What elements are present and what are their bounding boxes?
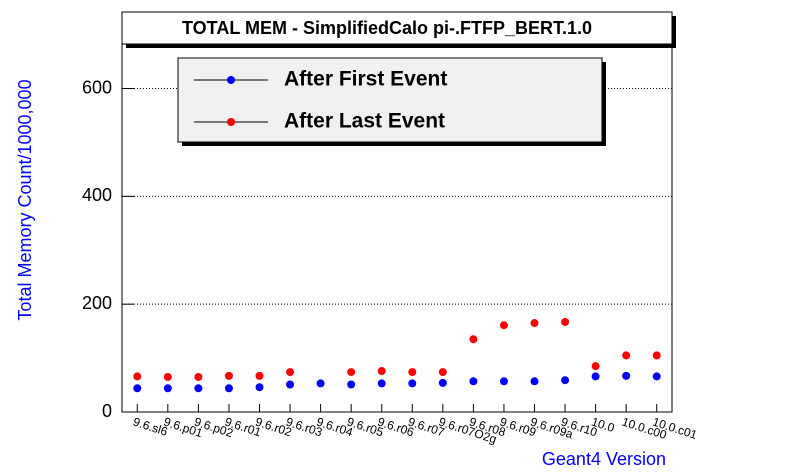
- point: [469, 377, 478, 386]
- point: [133, 384, 142, 393]
- point: [499, 321, 508, 330]
- point: [377, 379, 386, 388]
- legend-label: After First Event: [284, 68, 447, 91]
- point: [163, 384, 172, 393]
- point: [622, 371, 631, 380]
- y-tick-label: 400: [82, 185, 112, 205]
- x-tick-label: 10.0: [590, 415, 617, 436]
- point: [469, 335, 478, 344]
- legend: [177, 57, 603, 143]
- point: [347, 368, 356, 377]
- legend-label: After Last Event: [284, 110, 445, 133]
- point: [163, 372, 172, 381]
- y-tick-label: 200: [82, 293, 112, 313]
- point: [255, 371, 264, 380]
- point: [133, 372, 142, 381]
- point: [194, 372, 203, 381]
- point: [561, 317, 570, 326]
- point: [622, 351, 631, 360]
- y-tick-label: 0: [102, 401, 112, 421]
- point: [438, 378, 447, 387]
- y-axis-label: Total Memory Count/1000,000: [15, 79, 35, 320]
- chart-title: TOTAL MEM - SimplifiedCalo pi-.FTFP_BERT…: [182, 18, 592, 38]
- point: [652, 372, 661, 381]
- point: [224, 371, 233, 380]
- point: [286, 380, 295, 389]
- point: [194, 384, 203, 393]
- point: [591, 362, 600, 371]
- point: [255, 383, 264, 392]
- legend-marker: [227, 118, 235, 126]
- point: [408, 379, 417, 388]
- point: [591, 372, 600, 381]
- point: [377, 367, 386, 376]
- y-tick-label: 600: [82, 77, 112, 97]
- point: [438, 368, 447, 377]
- point: [530, 377, 539, 386]
- point: [408, 368, 417, 377]
- x-axis-label: Geant4 Version: [542, 449, 666, 469]
- title-box: [121, 11, 673, 45]
- point: [530, 319, 539, 328]
- point: [347, 380, 356, 389]
- point: [499, 377, 508, 386]
- point: [316, 379, 325, 388]
- point: [561, 376, 570, 385]
- point: [224, 384, 233, 393]
- point: [286, 368, 295, 377]
- legend-marker: [227, 76, 235, 84]
- point: [652, 351, 661, 360]
